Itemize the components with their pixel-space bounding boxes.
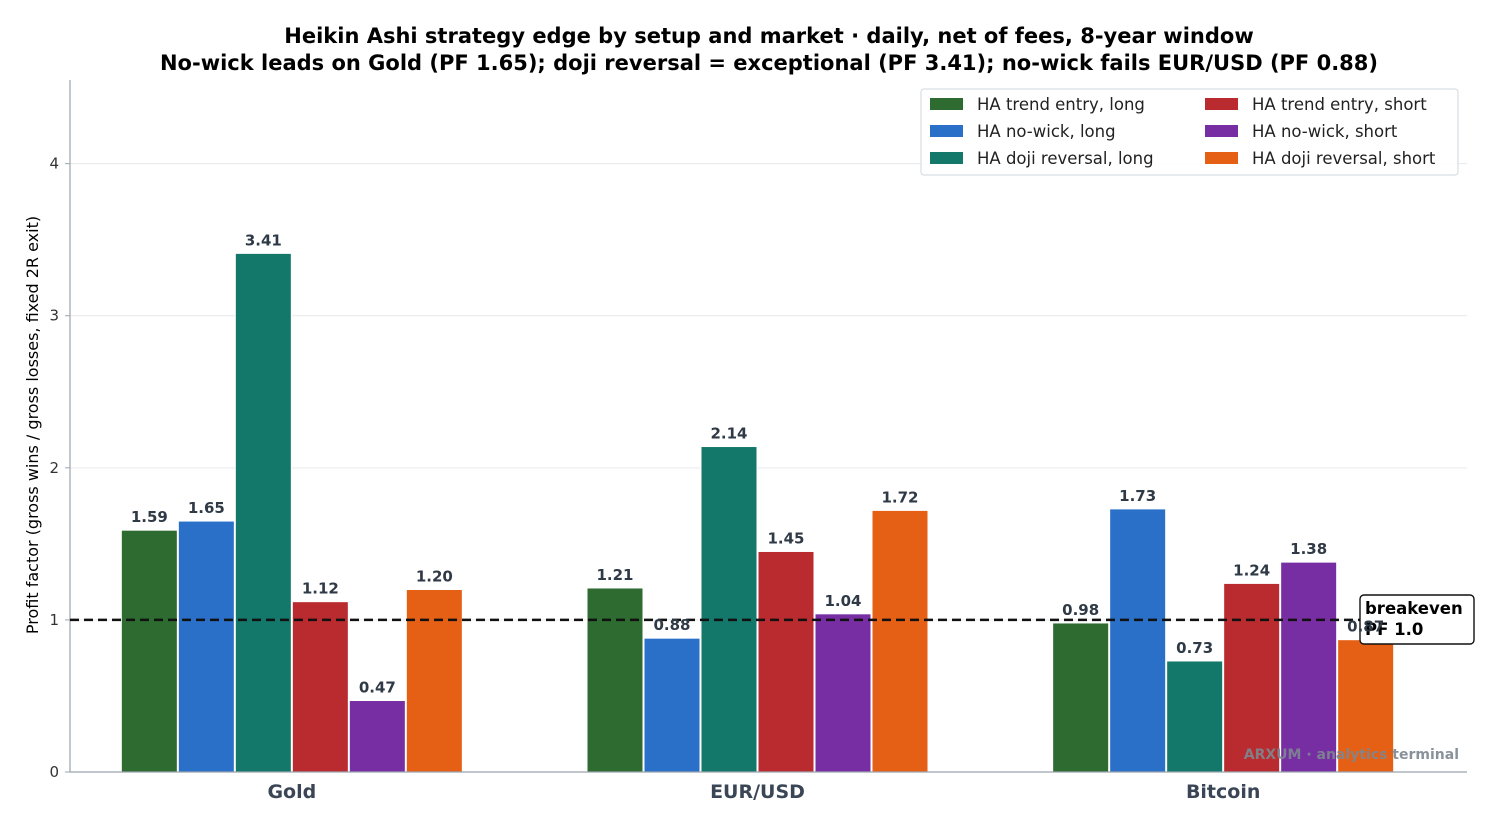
data-label-0-4: 0.47	[359, 679, 396, 697]
data-label-1-4: 1.04	[824, 592, 861, 610]
data-label-1-2: 2.14	[710, 425, 747, 443]
data-label-1-5: 1.72	[881, 488, 918, 506]
data-label-2-0: 0.98	[1062, 601, 1099, 619]
bar-2-4	[1280, 561, 1338, 773]
bar-2-2	[1166, 660, 1224, 773]
legend-swatch-1	[930, 125, 963, 137]
legend-swatch-3	[1205, 98, 1238, 110]
bar-1-0	[586, 587, 644, 773]
legend-box	[920, 88, 1459, 176]
legend-label-5: HA doji reversal, short	[1252, 149, 1436, 168]
breakeven-annotation-line1: breakeven	[1365, 599, 1463, 618]
bar-1-5	[871, 509, 929, 773]
bar-2-1	[1109, 508, 1167, 773]
data-label-0-2: 3.41	[245, 231, 282, 249]
legend-swatch-5	[1205, 152, 1238, 164]
y-tick-label-2: 2	[49, 459, 59, 477]
legend-swatch-2	[930, 152, 963, 164]
data-label-1-3: 1.45	[767, 529, 804, 547]
data-label-2-5: 0.87	[1347, 618, 1384, 636]
data-label-0-0: 1.59	[131, 508, 168, 526]
x-tick-label-2: Bitcoin	[1186, 781, 1260, 803]
x-tick-label-1: EUR/USD	[710, 781, 805, 803]
legend-label-2: HA doji reversal, long	[977, 149, 1154, 168]
legend-swatch-4	[1205, 125, 1238, 137]
chart-title: Heikin Ashi strategy edge by setup and m…	[284, 24, 1253, 48]
data-label-2-2: 0.73	[1176, 639, 1213, 657]
watermark: ARXUM · analytics terminal	[1244, 747, 1459, 763]
axes-layer: 0 1 2 3 4 Gold EUR/USD Bitcoin	[49, 80, 1467, 803]
breakeven-annotation-line2: PF 1.0	[1365, 620, 1423, 639]
bar-0-0	[120, 529, 178, 773]
data-label-0-1: 1.65	[188, 499, 225, 517]
data-label-0-3: 1.12	[302, 580, 339, 598]
legend-label-1: HA no-wick, long	[977, 122, 1116, 141]
bar-2-3	[1223, 582, 1281, 773]
y-tick-label-1: 1	[49, 611, 59, 629]
bar-2-5	[1337, 639, 1395, 773]
y-tick-label-0: 0	[49, 763, 59, 781]
legend-label-0: HA trend entry, long	[977, 95, 1145, 114]
breakeven-annotation-box	[1359, 594, 1475, 645]
legend-swatch-0	[930, 98, 963, 110]
y-tick-label-4: 4	[49, 155, 59, 173]
data-label-2-3: 1.24	[1233, 561, 1270, 579]
reference-layer: breakeven PF 1.0	[70, 594, 1475, 645]
x-tick-label-0: Gold	[267, 781, 316, 803]
bar-1-2	[700, 446, 758, 773]
y-tick-label-3: 3	[49, 307, 59, 325]
data-label-0-5: 1.20	[416, 567, 453, 585]
bar-1-1	[643, 637, 701, 773]
data-label-1-0: 1.21	[596, 566, 633, 584]
bar-0-5	[405, 588, 463, 773]
legend-label-4: HA no-wick, short	[1252, 122, 1398, 141]
bar-0-1	[177, 520, 235, 773]
chart-subtitle: No-wick leads on Gold (PF 1.65); doji re…	[160, 51, 1378, 75]
y-axis-label: Profit factor (gross wins / gross losses…	[23, 216, 42, 634]
bar-1-4	[814, 613, 872, 773]
bar-0-2	[234, 252, 292, 773]
bar-0-3	[291, 601, 349, 773]
data-label-2-1: 1.73	[1119, 487, 1156, 505]
data-labels-layer: 1.59 1.65 3.41 1.12 0.47 1.20 1.21 0.88 2.14 1.45…	[131, 231, 1384, 696]
legend: HA trend entry, long HA no-wick, long HA d…	[920, 88, 1459, 176]
legend-label-3: HA trend entry, short	[1252, 95, 1427, 114]
bar-2-0	[1052, 622, 1110, 773]
bar-0-4	[348, 700, 406, 773]
bars-layer	[120, 252, 1395, 773]
data-label-2-4: 1.38	[1290, 540, 1327, 558]
data-label-1-1: 0.88	[653, 616, 690, 634]
bar-1-3	[757, 550, 815, 773]
